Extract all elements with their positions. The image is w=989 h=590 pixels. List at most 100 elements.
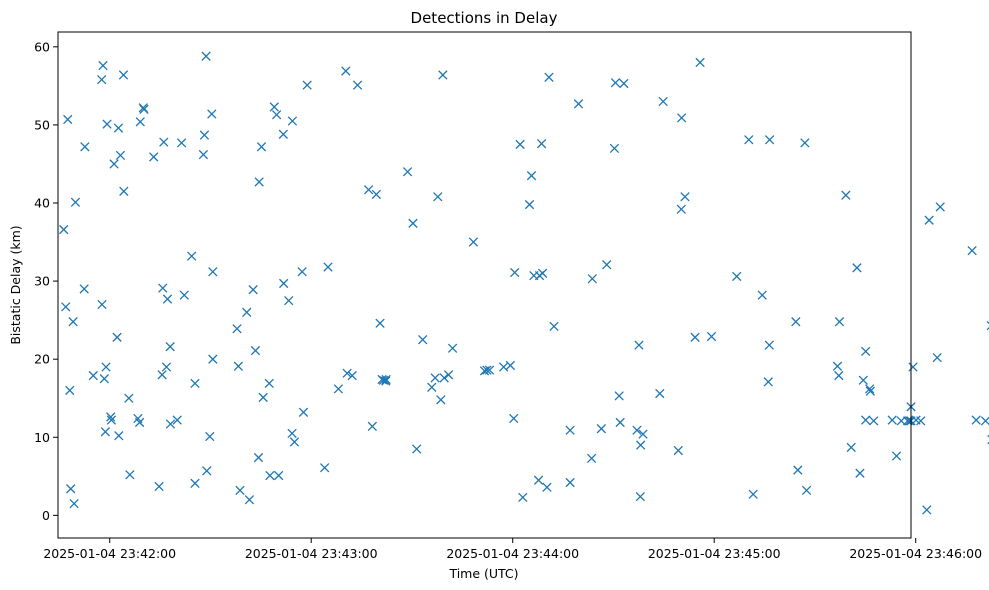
data-point-marker — [596, 424, 607, 434]
data-point-marker — [109, 159, 119, 169]
data-point-marker — [443, 370, 454, 380]
data-point-marker — [635, 440, 646, 450]
data-point-marker — [201, 51, 211, 61]
data-point-marker — [279, 278, 289, 289]
data-point-marker — [269, 102, 279, 112]
y-tick-label: 10 — [34, 430, 50, 445]
data-point-marker — [846, 442, 856, 453]
data-point-marker — [549, 321, 559, 332]
data-point-marker — [922, 505, 932, 515]
data-point-marker — [565, 477, 575, 488]
data-point-marker — [118, 70, 129, 80]
data-point-marker — [96, 74, 107, 85]
data-point-marker — [125, 470, 135, 480]
data-point-marker — [381, 374, 391, 385]
data-point-marker — [536, 139, 547, 149]
data-point-marker — [602, 260, 612, 270]
data-point-marker — [986, 320, 989, 331]
data-point-marker — [256, 142, 267, 152]
data-point-marker — [748, 489, 758, 499]
data-point-marker — [800, 138, 810, 148]
data-point-marker — [162, 294, 173, 304]
data-point-marker — [113, 123, 124, 133]
data-point-marker — [342, 368, 352, 378]
data-point-marker — [932, 352, 942, 363]
data-point-marker — [763, 377, 773, 387]
data-point-marker — [834, 317, 845, 327]
data-point-marker — [609, 143, 620, 154]
x-axis: 2025-01-04 23:42:00 2025-01-04 23:43:00 20… — [43, 538, 982, 561]
data-point-marker — [378, 375, 389, 385]
data-point-marker — [695, 57, 705, 68]
data-point-marker — [347, 370, 357, 381]
data-point-marker — [323, 262, 333, 272]
data-point-marker — [287, 116, 298, 126]
data-point-marker — [371, 189, 382, 200]
data-point-marker — [264, 378, 274, 389]
data-point-marker — [149, 152, 159, 162]
data-point-marker — [80, 142, 90, 152]
data-point-marker — [242, 307, 252, 317]
data-point-marker — [967, 245, 977, 256]
data-point-marker — [161, 362, 172, 372]
data-point-marker — [232, 324, 242, 334]
data-point-marker — [341, 66, 351, 76]
data-point-marker — [610, 78, 621, 88]
data-point-marker — [573, 99, 584, 109]
data-point-marker — [832, 361, 843, 371]
y-tick-label: 30 — [34, 274, 50, 289]
data-point-marker — [248, 285, 258, 295]
data-point-marker — [319, 463, 330, 473]
data-point-marker — [165, 419, 176, 429]
data-point-marker — [865, 384, 875, 394]
data-point-marker — [112, 332, 122, 342]
data-point-marker — [202, 466, 212, 476]
x-tick-label: 2025-01-04 23:44:00 — [446, 546, 579, 561]
data-point-marker — [615, 417, 625, 428]
data-point-marker — [565, 425, 575, 435]
data-point-marker — [518, 492, 528, 503]
x-tick-label: 2025-01-04 23:46:00 — [849, 546, 982, 561]
data-point-marker — [891, 451, 902, 461]
data-point-marker — [154, 481, 164, 492]
data-point-marker — [793, 465, 803, 475]
data-point-marker — [447, 343, 458, 353]
data-point-marker — [98, 60, 108, 71]
data-point-marker — [587, 274, 597, 284]
data-point-marker — [744, 135, 754, 145]
y-tick-label: 40 — [34, 196, 50, 211]
data-point-marker — [524, 199, 535, 210]
data-point-marker — [658, 96, 668, 107]
data-point-marker — [208, 354, 218, 364]
data-point-marker — [834, 370, 844, 381]
y-axis: 0 10 20 30 40 50 60 — [34, 39, 58, 523]
data-point-marker — [801, 485, 812, 496]
y-tick-label: 60 — [34, 39, 50, 54]
data-point-marker — [124, 393, 134, 403]
data-point-marker — [764, 135, 775, 145]
data-point-marker — [302, 80, 312, 90]
data-point-marker — [430, 373, 440, 383]
data-markers — [59, 51, 989, 515]
data-point-marker — [134, 417, 145, 428]
data-point-marker — [542, 482, 552, 492]
data-point-marker — [69, 498, 79, 509]
data-point-marker — [537, 268, 548, 278]
data-point-marker — [352, 80, 363, 90]
data-point-marker — [233, 361, 243, 371]
data-point-marker — [544, 72, 554, 82]
data-point-marker — [635, 491, 645, 502]
data-point-marker — [586, 453, 597, 464]
data-point-marker — [254, 177, 264, 187]
data-point-marker — [333, 384, 344, 394]
data-point-marker — [515, 139, 525, 150]
data-point-marker — [66, 484, 76, 494]
data-point-marker — [614, 391, 624, 401]
data-point-marker — [505, 360, 516, 371]
data-point-marker — [861, 346, 871, 357]
y-tick-label: 0 — [42, 508, 50, 523]
data-point-marker — [190, 378, 200, 389]
data-point-marker — [165, 342, 175, 352]
data-point-marker — [638, 429, 648, 439]
